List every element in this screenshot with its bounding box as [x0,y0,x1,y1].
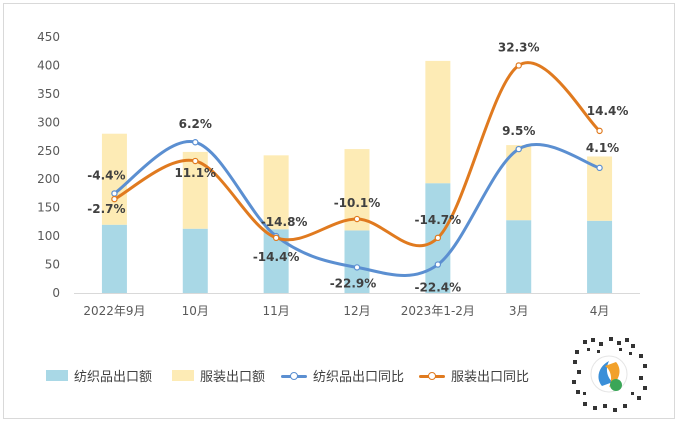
chart-plot: 0 50 100 150 200 250 300 350 400 450 2022年9月 10月 11… [37,30,640,318]
x-tick-label: 3月 [509,304,529,318]
x-tick-label: 11月 [263,304,290,318]
y-tick-label: 0 [52,286,60,300]
data-label-textile-yoy: -22.9% [330,276,377,290]
x-tick-label: 10月 [182,304,209,318]
legend-item-apparel-yoy: 服装出口同比 [419,366,529,385]
y-axis: 0 50 100 150 200 250 300 350 400 450 [37,30,60,300]
y-tick-label: 300 [37,115,60,129]
data-label-apparel-yoy: 32.3% [498,40,540,54]
yoy-lines [111,61,603,277]
data-label-apparel-yoy: -2.7% [87,202,125,216]
legend-label-textile-yoy: 纺织品出口同比 [313,370,405,385]
point-textile-yoy [192,139,199,146]
legend-item-textile-yoy: 纺织品出口同比 [281,366,404,385]
x-axis: 2022年9月 10月 11月 12月 2023年1-2月 3月 4月 [74,293,640,318]
point-textile-yoy [515,145,522,153]
data-label-apparel-yoy: 14.4% [587,104,629,118]
chart-frame: 0 50 100 150 200 250 300 350 400 450 2022年9月 10月 11… [3,3,675,419]
data-label-apparel-yoy: -10.1% [334,196,381,210]
legend-swatch-textile-bar [46,370,68,381]
point-textile-yoy [353,264,361,271]
legend-label-textile-export: 纺织品出口额 [74,370,153,385]
bar-apparel-export [263,155,289,230]
qr-code-icon [572,337,647,412]
data-label-apparel-yoy: -14.8% [261,215,308,229]
y-tick-label: 100 [37,229,60,243]
legend-label-apparel-export: 服装出口额 [200,370,266,385]
legend-swatch-apparel-bar [172,370,194,381]
data-label-apparel-yoy: -14.7% [415,213,462,227]
legend-item-textile-export: 纺织品出口额 [46,366,152,385]
y-tick-label: 200 [37,172,60,186]
point-apparel-yoy [111,195,118,203]
bar-textile-export [344,230,370,293]
x-tick-label: 2023年1-2月 [401,304,475,318]
data-label-textile-yoy: 6.2% [179,117,212,131]
legend-label-apparel-yoy: 服装出口同比 [451,370,530,385]
bar-textile-export [101,224,127,293]
point-textile-yoy [596,164,603,172]
point-textile-yoy [111,190,118,197]
y-tick-label: 50 [45,258,60,272]
point-apparel-yoy [192,157,199,165]
y-tick-label: 250 [37,144,60,158]
data-label-textile-yoy: -22.4% [415,281,462,295]
apparel-bars [101,60,613,231]
legend: 纺织品出口额 服装出口额 纺织品出口同比 服装出口同比 [4,366,564,390]
bar-textile-export [587,220,613,293]
data-labels: -4.4% -2.7% 6.2% 11.1% -14.4% -14.8% -22.9% -10… [87,40,628,294]
data-label-textile-yoy: 9.5% [502,124,535,138]
data-label-textile-yoy: -14.4% [253,250,300,264]
bar-apparel-export [425,60,451,184]
y-tick-label: 350 [37,87,60,101]
data-label-apparel-yoy: 11.1% [174,166,216,180]
legend-swatch-apparel-line [419,370,445,382]
x-tick-label: 4月 [590,304,610,318]
point-textile-yoy [434,261,442,268]
bar-textile-export [506,220,532,293]
point-apparel-yoy [515,62,522,69]
y-tick-label: 150 [37,201,60,215]
y-tick-label: 400 [37,58,60,72]
x-tick-label: 12月 [343,304,370,318]
data-label-textile-yoy: 4.1% [586,141,619,155]
data-label-textile-yoy: -4.4% [87,168,125,182]
legend-item-apparel-export: 服装出口额 [172,366,265,385]
legend-swatch-textile-line [281,370,307,382]
bar-textile-export [182,228,208,293]
bar-apparel-export [101,133,127,225]
point-apparel-yoy [434,234,442,242]
point-apparel-yoy [353,215,361,223]
point-apparel-yoy [596,127,603,135]
y-tick-label: 450 [37,30,60,44]
point-apparel-yoy [272,234,280,242]
x-tick-label: 2022年9月 [83,304,145,318]
